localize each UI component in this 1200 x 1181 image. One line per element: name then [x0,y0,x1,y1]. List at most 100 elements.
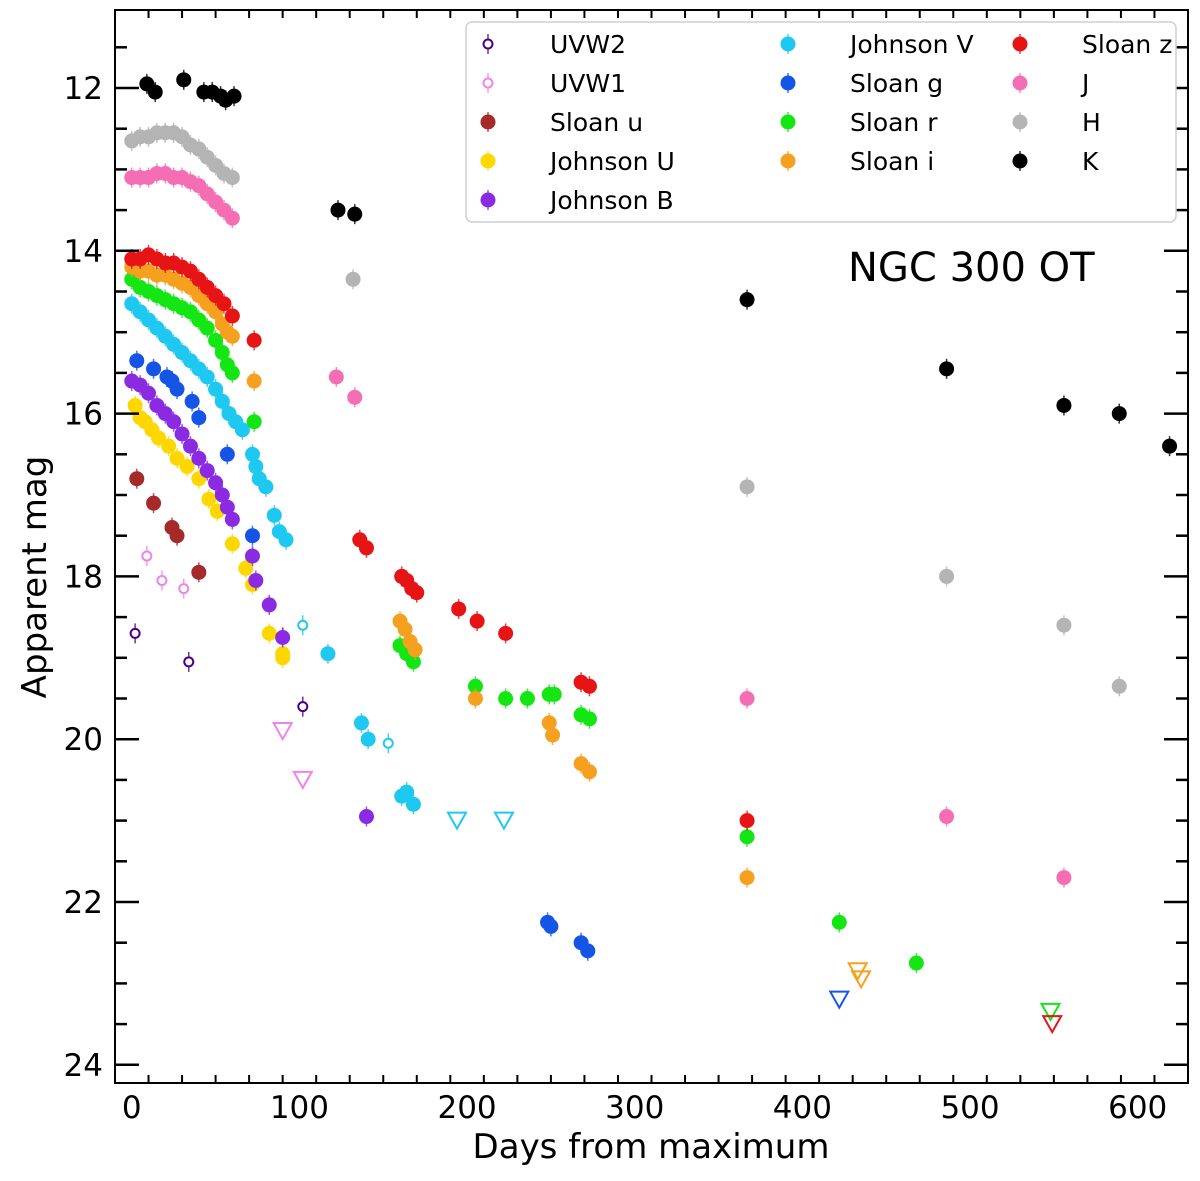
legend-marker [780,153,796,169]
data-point [1111,678,1127,694]
data-point [146,495,162,511]
legend-label: Sloan g [850,69,943,98]
y-tick-label: 20 [64,722,103,758]
data-point [191,410,207,426]
data-point [261,625,277,641]
data-point [739,870,755,886]
legend-marker [480,114,496,130]
legend-label: Sloan r [850,108,938,137]
data-point [297,619,309,631]
legend-box [465,21,1177,223]
legend-entry-k: K [1012,147,1099,176]
x-tick-label: 600 [1108,1090,1167,1126]
data-point [214,487,230,503]
data-point [519,691,535,706]
data-point [184,393,200,409]
data-point [330,202,346,218]
legend-label: Johnson V [848,30,974,59]
upper-limit-marker [850,970,872,990]
legend-entry-sloan-r: Sloan r [780,108,938,137]
data-point [498,625,514,641]
data-point [739,813,755,829]
data-point [127,397,143,413]
legend-marker [482,38,494,50]
data-point [399,784,415,800]
legend-label: Sloan u [550,108,643,137]
data-point [208,475,224,491]
x-axis-label: Days from maximum [473,1127,830,1167]
data-point [199,320,215,336]
legend-label: Johnson B [548,186,674,215]
data-point [580,943,596,959]
data-point [345,271,361,287]
data-point [278,532,294,548]
series-johnson-u [127,395,291,668]
data-point [498,691,514,706]
data-point [214,393,230,409]
data-point [407,642,423,658]
data-point [739,829,755,845]
data-point [275,629,291,645]
legend-label: K [1082,147,1099,176]
legend-entry-johnson-b: Johnson B [480,186,674,215]
data-point [543,918,559,934]
data-point [214,345,230,361]
legend-label: J [1080,69,1089,98]
x-tick-label: 0 [122,1090,142,1126]
series-j [124,163,1072,888]
series-sloan-r [124,269,1062,1022]
data-point [234,422,250,438]
series-johnson-v [124,293,515,831]
legend-marker [780,36,796,52]
data-point [156,574,168,586]
legend-label: UVW1 [550,69,626,98]
upper-limit-marker [1041,1015,1063,1035]
data-point [275,650,291,666]
data-point [261,597,277,613]
legend-entry-johnson-v: Johnson V [780,30,974,59]
y-tick-label: 18 [64,559,103,595]
data-point [397,621,413,637]
data-point [166,414,182,430]
legend-marker [1012,75,1028,91]
data-point [266,507,282,523]
legend-entry-uvw1: UVW1 [482,69,626,98]
data-point [183,656,195,668]
data-point [161,438,177,454]
data-point [224,210,240,226]
legend-entry-sloan-g: Sloan g [780,69,943,98]
data-point [146,361,162,377]
data-point [297,701,309,713]
data-point [908,955,924,971]
data-point [208,381,224,397]
upper-limit-marker [828,990,850,1010]
upper-limit-marker [292,770,314,790]
data-point [201,491,217,507]
data-point [182,438,198,454]
legend-entry-uvw2: UVW2 [482,30,626,59]
data-point [546,686,562,702]
data-point [169,528,185,544]
data-point [467,678,483,694]
series-johnson-b [124,371,374,827]
series-sloan-i [124,257,872,990]
legend-entry-sloan-z: Sloan z [1012,30,1172,59]
data-point [1056,870,1072,886]
legend-marker [482,77,494,89]
data-point [358,809,374,825]
data-point [1162,438,1178,454]
legend-marker [1012,153,1028,169]
data-point [831,914,847,930]
data-point [258,479,274,495]
series-sloan-z [124,244,1063,1035]
y-tick-label: 16 [64,397,103,433]
data-point [199,463,215,479]
data-point [1111,406,1127,422]
y-tick-label: 12 [64,71,103,107]
y-tick-label: 24 [64,1048,103,1084]
chart-annotation: NGC 300 OT [848,245,1095,291]
data-point [248,572,264,588]
legend-marker [480,192,496,208]
data-point [219,499,235,515]
